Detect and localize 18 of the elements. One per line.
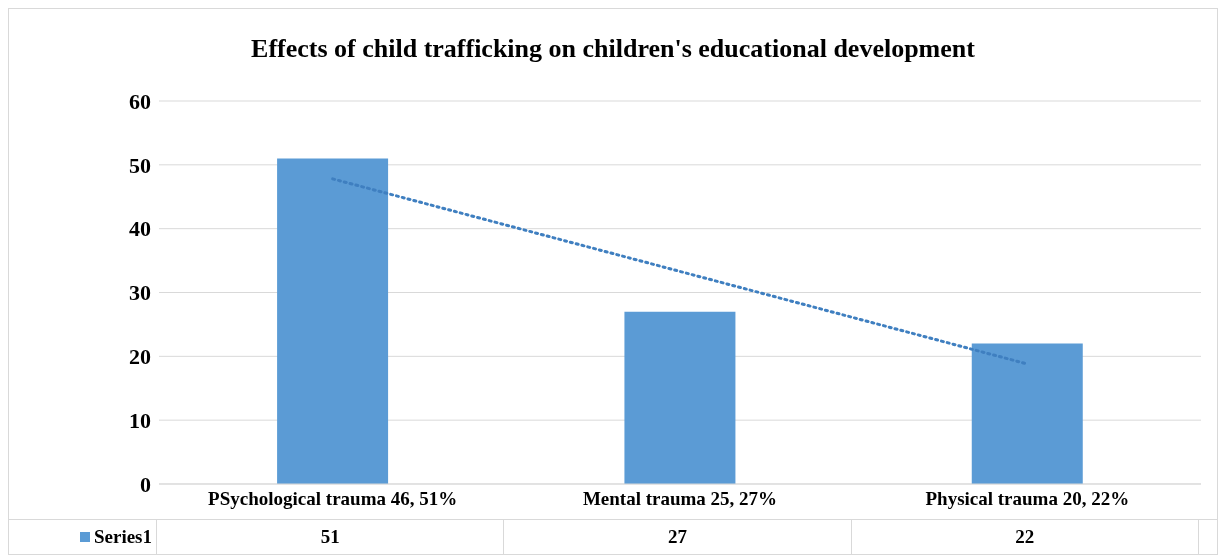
- y-tick-label: 10: [129, 407, 151, 433]
- data-label: 27: [504, 520, 852, 554]
- data-label: 22: [851, 520, 1199, 554]
- bar: [277, 158, 389, 484]
- x-tick-label: Mental trauma 25, 27%: [582, 488, 778, 510]
- bar: [971, 343, 1083, 484]
- x-tick-label: PSychological trauma 46, 51%: [208, 488, 458, 510]
- data-label: 51: [157, 520, 505, 554]
- y-tick-label: 30: [129, 280, 151, 306]
- y-tick-label: 50: [129, 152, 151, 178]
- x-tick-label: Physical trauma 20, 22%: [925, 488, 1130, 510]
- y-tick-label: 0: [140, 471, 151, 497]
- legend-label: Series1: [93, 526, 152, 548]
- y-tick-label: 40: [129, 216, 151, 242]
- y-tick-label: 20: [129, 344, 151, 370]
- chart-title: Effects of child trafficking on children's educational development: [250, 33, 976, 65]
- y-tick-label: 60: [129, 88, 151, 114]
- bar: [624, 311, 736, 484]
